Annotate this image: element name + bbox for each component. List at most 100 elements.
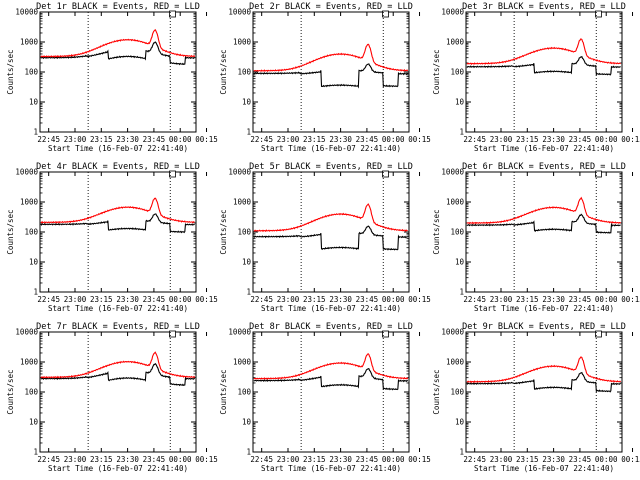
chart-title: Det 6r BLACK = Events, RED = LLD (462, 162, 626, 172)
y-tick-label: 1000 (233, 358, 252, 367)
lld-series-line (253, 353, 409, 381)
y-tick-label: 100 (24, 388, 38, 397)
y-axis-label: Counts/sec (6, 209, 15, 254)
x-tick-label: 23:00 (490, 455, 513, 464)
y-tick-label: 10000 (441, 328, 464, 337)
x-tick-label: 00:00 (169, 135, 192, 144)
events-series-line (466, 371, 621, 393)
top-marker (169, 10, 176, 18)
x-tick-label: 00:00 (169, 455, 192, 464)
chart-panel-9: Det 9r BLACK = Events, RED = LLD 1 10 100 10… (432, 322, 640, 473)
x-tick-label: 23:45 (569, 135, 592, 144)
x-tick-label: 22:45 (37, 295, 60, 304)
y-tick-label: 1 (246, 288, 251, 297)
axes-frame (252, 331, 410, 453)
x-tick-label: 23:15 (90, 295, 113, 304)
x-tick-label: 00:15 (408, 455, 431, 464)
x-tick-label: 23:00 (64, 455, 87, 464)
chart-panel-6: Det 6r BLACK = Events, RED = LLD 1 10 100 10… (432, 162, 640, 313)
x-tick-label: 00:00 (382, 135, 405, 144)
axes-frame (39, 11, 197, 133)
y-tick-label: 1000 (20, 358, 39, 367)
chart-title: Det 2r BLACK = Events, RED = LLD (249, 2, 413, 12)
y-axis-label: Counts/sec (432, 49, 441, 94)
chart-title: Det 3r BLACK = Events, RED = LLD (462, 2, 626, 12)
y-axis-label: Counts/sec (432, 209, 441, 254)
chart-panel-7: Det 7r BLACK = Events, RED = LLD 1 10 100 10… (6, 322, 218, 473)
x-tick-label: 00:00 (595, 455, 618, 464)
x-tick-label: 23:45 (356, 455, 379, 464)
chart-panel-4: Det 4r BLACK = Events, RED = LLD 1 10 100 10… (6, 162, 218, 313)
x-tick-label: 00:15 (621, 135, 640, 144)
x-tick-label: 22:45 (463, 295, 486, 304)
x-tick-label: 22:45 (250, 135, 273, 144)
x-tick-label: 22:45 (463, 455, 486, 464)
chart-title: Det 9r BLACK = Events, RED = LLD (462, 322, 626, 332)
y-tick-label: 10000 (228, 168, 251, 177)
y-tick-label: 100 (450, 228, 464, 237)
events-series-line (40, 362, 196, 387)
axes-frame (252, 11, 410, 133)
y-tick-label: 10 (29, 98, 39, 107)
x-tick-label: 23:30 (116, 295, 139, 304)
top-marker (595, 330, 602, 338)
lld-series-line (40, 197, 195, 224)
x-axis-label: Start Time (16-Feb-07 22:41:40) (474, 144, 614, 153)
y-tick-label: 1000 (20, 38, 39, 47)
x-tick-label: 23:15 (516, 295, 539, 304)
x-tick-label: 23:30 (542, 455, 565, 464)
chart-title: Det 7r BLACK = Events, RED = LLD (36, 322, 200, 332)
y-axis-label: Counts/sec (219, 209, 228, 254)
y-tick-label: 1000 (233, 38, 252, 47)
y-tick-label: 100 (450, 68, 464, 77)
y-tick-label: 1 (33, 288, 38, 297)
y-tick-label: 1000 (446, 198, 465, 207)
x-tick-label: 23:45 (143, 135, 166, 144)
chart-panel-2: Det 2r BLACK = Events, RED = LLD 1 10 100 10… (219, 2, 431, 153)
x-tick-label: 23:15 (303, 135, 326, 144)
x-tick-label: 23:30 (542, 135, 565, 144)
y-tick-label: 1000 (233, 198, 252, 207)
y-tick-label: 1 (33, 448, 38, 457)
y-tick-label: 1 (459, 288, 464, 297)
y-tick-label: 1 (33, 128, 38, 137)
y-tick-label: 1 (246, 448, 251, 457)
x-tick-label: 22:45 (37, 455, 60, 464)
x-tick-label: 23:15 (303, 295, 326, 304)
y-tick-label: 10 (242, 418, 252, 427)
x-tick-label: 00:15 (408, 295, 431, 304)
lld-series-line (466, 356, 622, 384)
x-axis-label: Start Time (16-Feb-07 22:41:40) (261, 304, 401, 313)
y-tick-label: 10000 (228, 8, 251, 17)
events-series-line (466, 55, 621, 76)
x-tick-label: 23:00 (277, 295, 300, 304)
x-tick-label: 23:30 (116, 135, 139, 144)
events-series-line (466, 213, 621, 234)
x-tick-label: 23:00 (490, 135, 513, 144)
x-tick-label: 23:00 (64, 295, 87, 304)
x-tick-label: 23:00 (277, 455, 300, 464)
y-tick-label: 10000 (228, 328, 251, 337)
y-tick-label: 10000 (441, 8, 464, 17)
x-axis-label: Start Time (16-Feb-07 22:41:40) (261, 144, 401, 153)
x-tick-label: 22:45 (37, 135, 60, 144)
y-tick-label: 100 (237, 228, 251, 237)
events-series-line (253, 63, 409, 89)
chart-title: Det 5r BLACK = Events, RED = LLD (249, 162, 413, 172)
x-tick-label: 00:15 (195, 295, 218, 304)
y-axis-label: Counts/sec (432, 369, 441, 414)
top-marker (382, 330, 389, 338)
x-axis-label: Start Time (16-Feb-07 22:41:40) (474, 464, 614, 473)
x-tick-label: 00:00 (595, 295, 618, 304)
top-marker (595, 10, 602, 18)
x-axis-label: Start Time (16-Feb-07 22:41:40) (261, 464, 401, 473)
y-tick-label: 10 (455, 98, 465, 107)
axes-frame (252, 171, 410, 293)
y-tick-label: 10000 (15, 8, 38, 17)
y-tick-label: 100 (237, 388, 251, 397)
chart-title: Det 4r BLACK = Events, RED = LLD (36, 162, 200, 172)
top-marker (169, 330, 176, 338)
top-marker (382, 10, 389, 18)
y-tick-label: 10 (455, 418, 465, 427)
y-tick-label: 10 (242, 98, 252, 107)
